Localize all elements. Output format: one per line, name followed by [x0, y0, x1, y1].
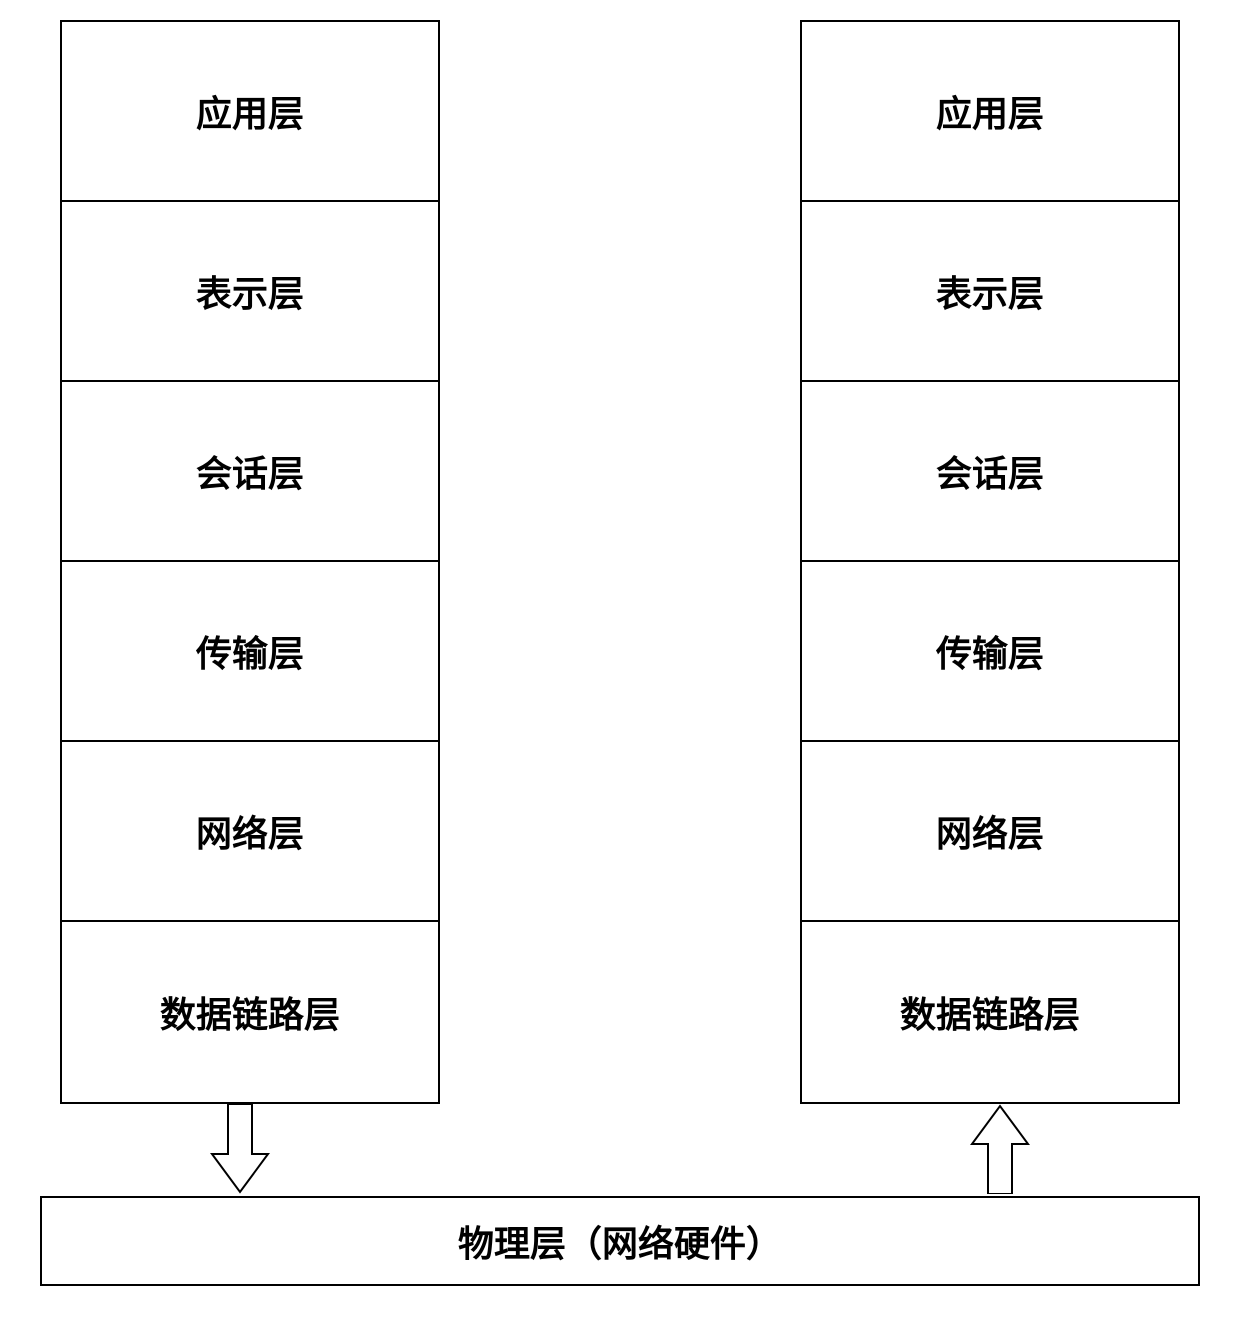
layer-label: 网络层	[196, 805, 304, 857]
layer-presentation-right: 表示层	[802, 202, 1178, 382]
right-stack: 应用层 表示层 会话层 传输层 网络层 数据链路层	[800, 20, 1180, 1104]
layer-application-right: 应用层	[802, 22, 1178, 202]
left-stack: 应用层 表示层 会话层 传输层 网络层 数据链路层	[60, 20, 440, 1104]
layer-label: 数据链路层	[900, 986, 1080, 1038]
layer-session-right: 会话层	[802, 382, 1178, 562]
arrow-down-icon	[210, 1104, 270, 1194]
layer-label: 传输层	[936, 625, 1044, 677]
layer-datalink-left: 数据链路层	[62, 922, 438, 1102]
layer-transport-left: 传输层	[62, 562, 438, 742]
layer-datalink-right: 数据链路层	[802, 922, 1178, 1102]
layer-network-left: 网络层	[62, 742, 438, 922]
layer-label: 传输层	[196, 625, 304, 677]
layer-presentation-left: 表示层	[62, 202, 438, 382]
physical-layer-label: 物理层（网络硬件）	[458, 1215, 782, 1267]
layer-label: 网络层	[936, 805, 1044, 857]
layer-session-left: 会话层	[62, 382, 438, 562]
layer-label: 应用层	[936, 85, 1044, 137]
layer-network-right: 网络层	[802, 742, 1178, 922]
layer-label: 表示层	[936, 265, 1044, 317]
layer-label: 数据链路层	[160, 986, 340, 1038]
layer-label: 会话层	[936, 445, 1044, 497]
layer-label: 会话层	[196, 445, 304, 497]
layer-label: 表示层	[196, 265, 304, 317]
arrow-up-icon	[970, 1104, 1030, 1194]
layer-label: 应用层	[196, 85, 304, 137]
layer-application-left: 应用层	[62, 22, 438, 202]
layer-transport-right: 传输层	[802, 562, 1178, 742]
osi-diagram: 应用层 表示层 会话层 传输层 网络层 数据链路层 应用层 表示层 会话层 传输…	[0, 0, 1240, 1326]
physical-layer: 物理层（网络硬件）	[40, 1196, 1200, 1286]
